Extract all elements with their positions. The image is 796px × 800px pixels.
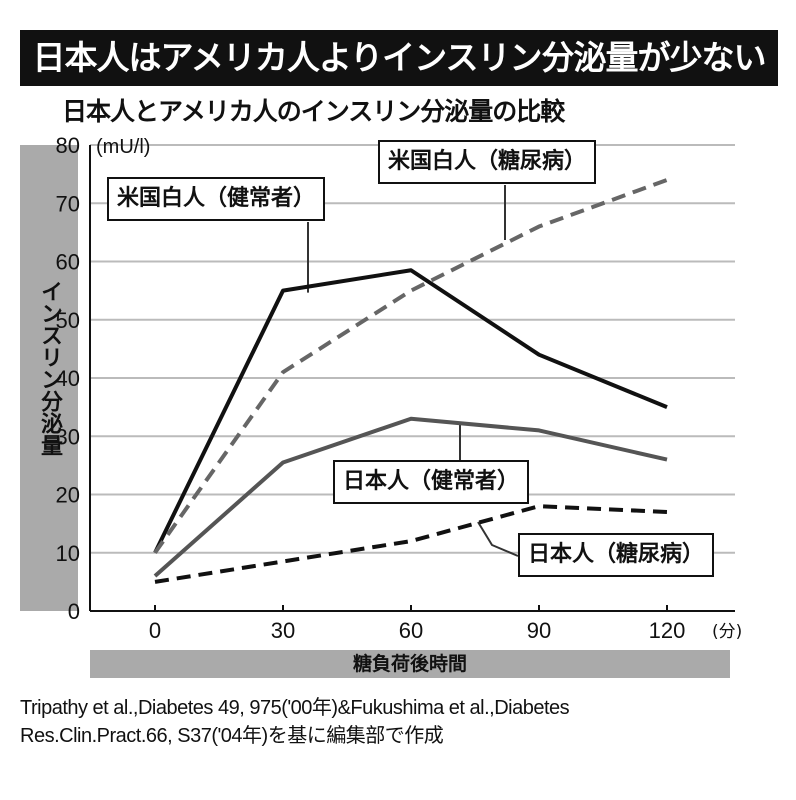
x-axis-label: 糖負荷後時間 [90, 650, 730, 678]
y-tick-label: 30 [56, 424, 80, 449]
x-tick-label: 90 [527, 618, 551, 643]
chart-title: 日本人とアメリカ人のインスリン分泌量の比較 [62, 97, 565, 126]
x-tick-label: 120 [649, 618, 686, 643]
headline: 日本人はアメリカ人よりインスリン分泌量が少ない [20, 30, 778, 86]
legend-label-us-diabetes: 米国白人（糖尿病） [378, 140, 597, 184]
series-line-1 [153, 178, 668, 554]
source-line: Res.Clin.Pract.66, S37('04年)を基に編集部で作成 [20, 725, 444, 747]
y-tick-label: 0 [68, 599, 80, 624]
y-tick-label: 10 [56, 541, 80, 566]
y-tick-label: 40 [56, 366, 80, 391]
legend-label-jp-healthy: 日本人（健常者） [333, 460, 530, 504]
leader-line [477, 521, 519, 557]
y-tick-label: 20 [56, 483, 80, 508]
legend-label-jp-diabetes: 日本人（糖尿病） [518, 533, 715, 577]
y-tick-label: 80 [56, 133, 80, 158]
x-unit: (分) [712, 622, 742, 642]
legend-label-us-healthy: 米国白人（健常者） [107, 177, 326, 221]
source-line: Tripathy et al.,Diabetes 49, 975('00年)&F… [20, 697, 570, 719]
source-note: Tripathy et al.,Diabetes 49, 975('00年)&F… [20, 694, 570, 750]
x-tick-label: 60 [399, 618, 423, 643]
x-tick-label: 30 [271, 618, 295, 643]
y-axis-label: インスリン分泌量 [37, 280, 62, 456]
y-tick-label: 60 [56, 250, 80, 275]
x-tick-label: 0 [149, 618, 161, 643]
y-tick-label: 70 [56, 191, 80, 216]
y-axis-label-bar [20, 145, 78, 611]
y-tick-label: 50 [56, 308, 80, 333]
y-unit: (mU/l) [96, 136, 150, 158]
